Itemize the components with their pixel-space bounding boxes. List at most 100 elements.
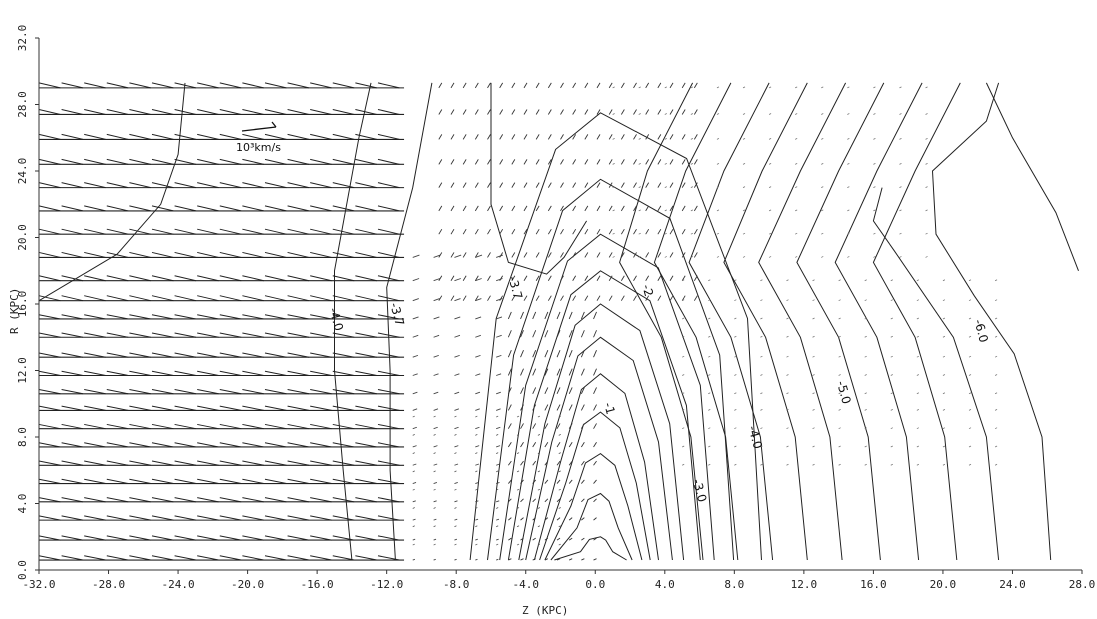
contour-line bbox=[758, 82, 847, 561]
velocity-arrow bbox=[450, 252, 455, 258]
velocity-arrow bbox=[174, 478, 197, 485]
velocity-arrow bbox=[487, 159, 491, 165]
velocity-arrow bbox=[242, 314, 264, 320]
velocity-arrow bbox=[537, 525, 541, 528]
velocity-arrow bbox=[593, 537, 597, 541]
velocity-arrow bbox=[572, 82, 577, 89]
velocity-arrow bbox=[174, 389, 197, 395]
velocity-arrow bbox=[129, 370, 151, 376]
velocity-arrow bbox=[523, 252, 528, 258]
velocity-arrow bbox=[487, 252, 491, 258]
velocity-arrow bbox=[38, 182, 61, 189]
velocity-arrow bbox=[560, 109, 564, 115]
velocity-arrow bbox=[287, 82, 310, 89]
velocity-arrow bbox=[693, 109, 698, 115]
contour-line bbox=[507, 270, 701, 561]
velocity-arrow bbox=[355, 555, 377, 561]
reference-arrow-head bbox=[271, 121, 277, 128]
velocity-arrow bbox=[544, 517, 549, 521]
velocity-arrow bbox=[532, 558, 536, 561]
velocity-arrow bbox=[310, 478, 332, 485]
velocity-arrow bbox=[916, 279, 920, 282]
velocity-arrow bbox=[768, 256, 772, 258]
velocity-arrow bbox=[682, 445, 685, 448]
contour-line bbox=[619, 82, 704, 561]
velocity-arrow bbox=[593, 350, 597, 358]
velocity-arrow bbox=[768, 138, 772, 140]
velocity-arrow bbox=[669, 159, 674, 165]
velocity-arrow bbox=[287, 352, 310, 358]
velocity-arrow bbox=[645, 109, 650, 115]
velocity-arrow bbox=[433, 507, 436, 509]
contour-line bbox=[525, 336, 673, 561]
velocity-arrow bbox=[535, 134, 540, 140]
velocity-arrow bbox=[38, 535, 61, 541]
velocity-arrow bbox=[129, 108, 151, 115]
velocity-arrow bbox=[558, 415, 561, 418]
velocity-arrow bbox=[433, 538, 437, 541]
velocity-arrow bbox=[768, 86, 772, 89]
velocity-arrow bbox=[742, 162, 746, 165]
velocity-arrow bbox=[433, 415, 436, 418]
velocity-arrow bbox=[581, 537, 585, 541]
velocity-arrow bbox=[106, 133, 129, 140]
velocity-arrow bbox=[151, 332, 174, 338]
velocity-arrow bbox=[174, 352, 197, 358]
contour-label: -3.7 bbox=[387, 301, 407, 327]
velocity-arrow bbox=[916, 463, 920, 466]
contour-line bbox=[487, 178, 735, 561]
velocity-arrow bbox=[523, 228, 528, 235]
velocity-arrow bbox=[38, 82, 61, 89]
velocity-arrow bbox=[106, 275, 129, 282]
velocity-arrow bbox=[264, 314, 287, 320]
velocity-arrow bbox=[499, 295, 504, 301]
velocity-arrow bbox=[475, 463, 480, 466]
velocity-arrow bbox=[106, 352, 129, 358]
velocity-arrow bbox=[84, 314, 106, 320]
velocity-arrow bbox=[633, 275, 637, 281]
velocity-arrow bbox=[433, 334, 440, 338]
velocity-arrow bbox=[487, 275, 491, 281]
velocity-arrow bbox=[560, 82, 564, 89]
velocity-arrow bbox=[681, 82, 686, 89]
velocity-arrow bbox=[942, 317, 946, 320]
velocity-arrow bbox=[523, 182, 528, 188]
velocity-arrow bbox=[310, 314, 332, 320]
velocity-arrow bbox=[219, 497, 242, 503]
velocity-arrow bbox=[454, 254, 462, 258]
velocity-arrow bbox=[657, 275, 662, 281]
velocity-arrow bbox=[638, 256, 641, 258]
velocity-arrow bbox=[532, 479, 537, 484]
velocity-arrow bbox=[838, 355, 841, 358]
velocity-arrow bbox=[638, 186, 641, 188]
velocity-arrow bbox=[734, 445, 737, 448]
velocity-arrow bbox=[572, 159, 577, 165]
velocity-arrow bbox=[84, 405, 106, 411]
velocity-arrow bbox=[693, 182, 698, 188]
velocity-arrow bbox=[838, 299, 841, 302]
velocity-arrow bbox=[568, 423, 573, 429]
velocity-arrow bbox=[84, 497, 106, 503]
velocity-arrow bbox=[84, 205, 106, 212]
velocity-arrow bbox=[264, 370, 287, 376]
velocity-arrow bbox=[106, 405, 129, 411]
velocity-arrow bbox=[786, 279, 789, 282]
velocity-arrow bbox=[412, 415, 415, 418]
velocity-arrow bbox=[568, 517, 573, 521]
velocity-arrow bbox=[620, 295, 625, 301]
velocity-arrow bbox=[61, 251, 84, 258]
velocity-arrow bbox=[174, 332, 197, 338]
velocity-arrow bbox=[537, 507, 541, 509]
velocity-arrow bbox=[568, 404, 573, 411]
velocity-arrow bbox=[219, 555, 242, 561]
velocity-arrow bbox=[84, 82, 106, 89]
velocity-arrow bbox=[556, 498, 561, 503]
velocity-arrow bbox=[197, 182, 219, 189]
velocity-arrow bbox=[462, 134, 467, 140]
velocity-arrow bbox=[821, 162, 824, 165]
velocity-arrow bbox=[151, 251, 174, 258]
velocity-arrow bbox=[535, 159, 540, 165]
contour-line bbox=[38, 82, 186, 302]
velocity-arrow bbox=[520, 460, 524, 466]
velocity-arrow bbox=[242, 515, 264, 521]
